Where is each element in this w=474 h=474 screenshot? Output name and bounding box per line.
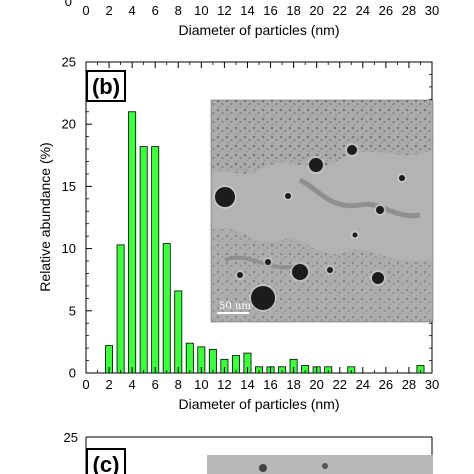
panel-b-x-ticks: 0 2 4 6 8 10 12 14 16 18 20 22 24 26 28 30 [82, 62, 439, 392]
x-tick-label: 18 [286, 377, 300, 392]
panel-c: 25 (c) [64, 430, 433, 474]
panel-a: 0 0 2 4 6 8 10 12 14 16 18 20 22 24 26 28 30 Diameter o… [65, 0, 439, 38]
panel-a-x-tick-label: 6 [152, 3, 159, 18]
panel-c-inset-particle [322, 463, 328, 469]
bar [208, 348, 217, 374]
panel-a-x-tick-label: 0 [82, 3, 89, 18]
x-tick-label: 2 [105, 377, 112, 392]
panel-c-inset-image [207, 455, 433, 474]
panel-a-x-tick-label: 2 [105, 3, 112, 18]
panel-a-x-tick-label: 26 [379, 3, 393, 18]
panel-a-x-tick-label: 4 [129, 3, 136, 18]
x-tick-label: 0 [82, 377, 89, 392]
nanoparticle [265, 259, 271, 265]
y-tick-label: 15 [62, 179, 76, 194]
nanoparticle [237, 272, 243, 278]
panel-b-x-axis-title: Diameter of particles (nm) [178, 396, 339, 412]
bar [116, 244, 125, 374]
panel-a-x-tick-label: 14 [240, 3, 254, 18]
panel-a-x-tick-label: 10 [194, 3, 208, 18]
panel-a-x-tick-label: 12 [217, 3, 231, 18]
bar [162, 243, 171, 374]
x-tick-label: 20 [309, 377, 323, 392]
panel-b-y-axis-title: Relative abundance (%) [37, 142, 53, 291]
panel-a-x-tick-labels: 0 2 4 6 8 10 12 14 16 18 20 22 24 26 28 30 [82, 3, 439, 18]
nanoparticle [285, 193, 291, 199]
nanoparticle [399, 175, 405, 181]
x-tick-label: 16 [263, 377, 277, 392]
x-tick-label: 24 [356, 377, 370, 392]
panel-a-x-tick-label: 20 [309, 3, 323, 18]
nanoparticle [292, 264, 308, 280]
y-tick-label: 10 [62, 241, 76, 256]
scale-bar-label: 50 nm [219, 301, 251, 312]
x-tick-label: 6 [152, 377, 159, 392]
panel-a-x-tick-label: 8 [175, 3, 182, 18]
panel-c-label-box [86, 448, 126, 474]
y-tick-label: 5 [69, 303, 76, 318]
panel-a-x-tick-label: 24 [356, 3, 370, 18]
panel-b-label-box [86, 70, 126, 102]
panel-a-x-tick-label: 18 [286, 3, 300, 18]
nanoparticle [372, 272, 384, 284]
bar [139, 146, 148, 374]
panel-a-x-axis-title: Diameter of particles (nm) [178, 22, 339, 38]
bar [174, 290, 183, 374]
y-tick-label: 25 [62, 55, 76, 70]
x-tick-label: 8 [175, 377, 182, 392]
y-tick-label: 0 [69, 366, 76, 381]
x-tick-label: 22 [332, 377, 346, 392]
x-tick-label: 26 [379, 377, 393, 392]
nanoparticle [327, 267, 333, 273]
panel-b-label: (b) [92, 74, 120, 99]
x-tick-label: 28 [402, 377, 416, 392]
panel-c-inset-particle [259, 464, 267, 472]
panel-b-tem-inset-image: 50 nm [210, 99, 434, 323]
panel-a-x-tick-label: 22 [332, 3, 346, 18]
x-tick-label: 12 [217, 377, 231, 392]
panel-c-y-tick-label: 25 [64, 430, 78, 445]
panel-c-label: (c) [93, 452, 120, 474]
x-tick-label: 30 [425, 377, 439, 392]
x-tick-label: 14 [240, 377, 254, 392]
panel-a-y-tick-label: 0 [65, 0, 72, 9]
x-tick-label: 10 [194, 377, 208, 392]
nanoparticle [215, 187, 235, 207]
panel-a-x-tick-label: 28 [402, 3, 416, 18]
nanoparticle [347, 145, 357, 155]
y-tick-label: 20 [62, 117, 76, 132]
bar [151, 146, 160, 374]
panel-a-x-tick-label: 16 [263, 3, 277, 18]
nanoparticle [376, 206, 384, 214]
panel-a-x-tick-label: 30 [425, 3, 439, 18]
nanoparticle [251, 286, 275, 310]
nanoparticle [309, 158, 323, 172]
bar [185, 342, 194, 374]
x-tick-label: 4 [129, 377, 136, 392]
nanoparticle [352, 232, 358, 238]
bar [128, 111, 137, 374]
